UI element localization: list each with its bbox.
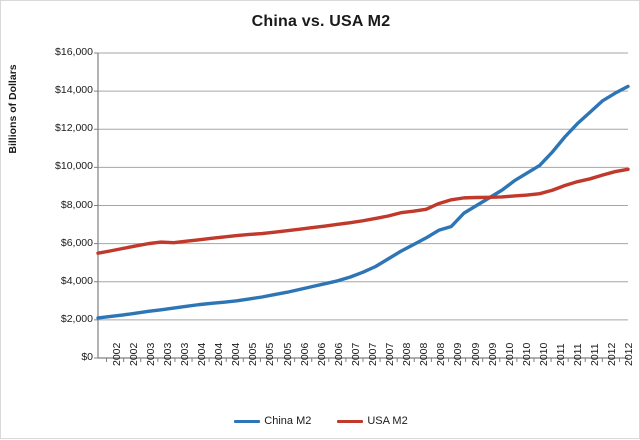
x-tick-label: 2006 [315, 342, 328, 366]
x-tick-label: 2004 [230, 342, 243, 366]
legend-entry[interactable]: China M2 [234, 415, 311, 427]
y-tick-label: $12,000 [55, 122, 93, 135]
legend-label: USA M2 [367, 415, 408, 427]
x-tick-label: 2005 [281, 342, 294, 366]
x-tick-label: 2003 [161, 342, 174, 366]
x-tick-label: 2004 [213, 342, 226, 366]
legend-swatch [337, 419, 364, 423]
x-tick-label: 2008 [418, 342, 431, 366]
y-tick-label: $0 [81, 351, 93, 363]
x-tick-label: 2009 [452, 342, 465, 366]
x-tick-label: 2003 [144, 342, 157, 366]
x-tick-label: 2002 [110, 342, 123, 366]
y-tick-label: $6,000 [60, 236, 93, 249]
x-tick-label: 2008 [401, 342, 414, 366]
legend-entry[interactable]: USA M2 [337, 415, 408, 427]
x-tick-label: 2009 [486, 342, 499, 366]
x-tick-label: 2002 [127, 342, 140, 366]
y-tick-label: $14,000 [55, 84, 93, 97]
x-tick-label: 2008 [435, 342, 448, 366]
series-lines [96, 84, 630, 320]
x-tick-label: 2004 [196, 342, 209, 366]
x-tick-label: 2010 [503, 342, 516, 366]
y-tick-label: $2,000 [60, 312, 93, 325]
x-tick-label: 2007 [384, 342, 397, 366]
x-tick-label: 2010 [520, 342, 533, 366]
x-tick-label: 2005 [264, 342, 277, 366]
legend-swatch [234, 419, 261, 423]
x-tick-label: 2007 [367, 342, 379, 366]
x-tick-label: 2011 [589, 343, 602, 366]
y-axis-tick-labels: $0 $2,000 $4,000 $6,000 $8,000 $10,000 $12,000… [29, 1, 93, 440]
x-tick-label: 2006 [298, 342, 311, 366]
x-tick-label: 2003 [178, 342, 191, 366]
x-tick-label: 2006 [332, 342, 345, 366]
x-tick-label: 2005 [247, 342, 260, 366]
x-tick-label: 2010 [537, 342, 550, 366]
y-tick-label: $10,000 [55, 160, 93, 173]
x-tick-label: 2011 [572, 343, 585, 366]
legend-label: China M2 [264, 415, 312, 427]
x-tick-label: 2011 [555, 343, 568, 366]
y-axis-tick-marks [94, 52, 98, 359]
chart-title: China vs. USA M2 [251, 13, 391, 30]
chart-legend: China M2 USA M2 [1, 415, 640, 427]
x-tick-label: 2012 [606, 342, 619, 366]
y-tick-label: $8,000 [60, 198, 93, 211]
y-tick-label: $4,000 [60, 274, 93, 287]
x-tick-label: 2009 [469, 342, 482, 366]
y-tick-label: $16,000 [55, 46, 93, 58]
x-tick-label: 2007 [349, 342, 362, 366]
x-axis-tick-marks [106, 358, 620, 362]
x-tick-label: 2012 [623, 342, 636, 366]
